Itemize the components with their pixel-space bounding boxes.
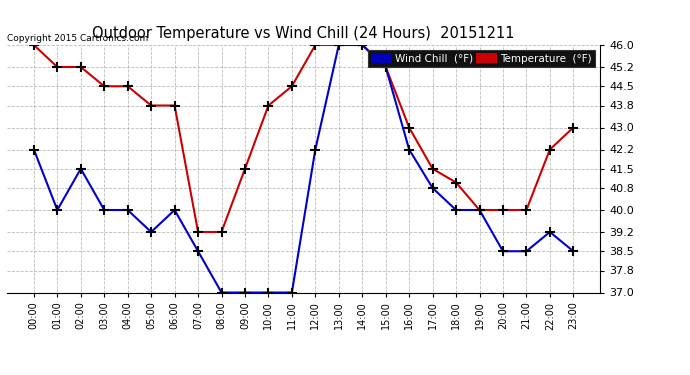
- Legend: Wind Chill  (°F), Temperature  (°F): Wind Chill (°F), Temperature (°F): [368, 50, 595, 67]
- Text: Copyright 2015 Cartronics.com: Copyright 2015 Cartronics.com: [7, 33, 148, 42]
- Title: Outdoor Temperature vs Wind Chill (24 Hours)  20151211: Outdoor Temperature vs Wind Chill (24 Ho…: [92, 26, 515, 41]
